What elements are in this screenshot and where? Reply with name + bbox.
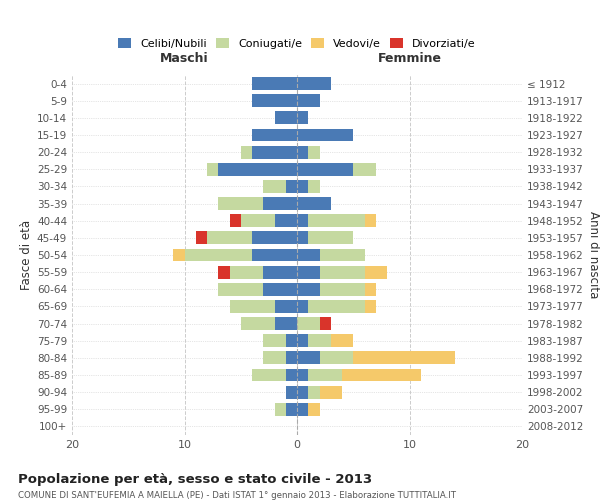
Bar — [320, 317, 331, 330]
Bar — [297, 112, 308, 124]
Bar — [263, 180, 286, 193]
Bar — [353, 352, 455, 364]
Bar — [263, 197, 297, 210]
Bar — [218, 163, 297, 175]
Bar — [320, 266, 365, 278]
Bar — [252, 94, 297, 107]
Bar — [365, 214, 376, 227]
Bar — [263, 352, 286, 364]
Bar — [308, 368, 342, 382]
Bar — [275, 317, 297, 330]
Bar — [286, 180, 297, 193]
Bar — [252, 77, 297, 90]
Bar — [286, 352, 297, 364]
Bar — [263, 283, 297, 296]
Bar — [286, 403, 297, 415]
Bar — [342, 368, 421, 382]
Bar — [297, 403, 308, 415]
Bar — [252, 248, 297, 262]
Bar — [286, 386, 297, 398]
Bar — [308, 180, 320, 193]
Bar — [320, 386, 342, 398]
Bar — [229, 214, 241, 227]
Bar — [308, 214, 365, 227]
Y-axis label: Anni di nascita: Anni di nascita — [587, 212, 600, 298]
Bar — [297, 180, 308, 193]
Legend: Celibi/Nubili, Coniugati/e, Vedovi/e, Divorziati/e: Celibi/Nubili, Coniugati/e, Vedovi/e, Di… — [114, 34, 480, 54]
Bar — [320, 352, 353, 364]
Bar — [275, 300, 297, 313]
Bar — [275, 403, 286, 415]
Y-axis label: Fasce di età: Fasce di età — [20, 220, 33, 290]
Bar — [297, 94, 320, 107]
Bar — [365, 283, 376, 296]
Bar — [297, 214, 308, 227]
Bar — [185, 248, 252, 262]
Bar — [275, 112, 297, 124]
Bar — [320, 248, 365, 262]
Bar — [365, 266, 387, 278]
Bar — [218, 266, 229, 278]
Bar — [297, 352, 320, 364]
Bar — [297, 232, 308, 244]
Bar — [241, 214, 275, 227]
Bar — [207, 163, 218, 175]
Bar — [308, 403, 320, 415]
Bar — [308, 146, 320, 158]
Bar — [353, 163, 376, 175]
Text: Femmine: Femmine — [377, 52, 442, 64]
Bar — [263, 266, 297, 278]
Bar — [241, 146, 252, 158]
Bar — [218, 197, 263, 210]
Bar — [297, 317, 320, 330]
Bar — [252, 146, 297, 158]
Bar — [252, 128, 297, 141]
Bar — [297, 163, 353, 175]
Bar — [365, 300, 376, 313]
Bar — [297, 386, 308, 398]
Bar — [297, 146, 308, 158]
Bar — [297, 248, 320, 262]
Bar — [297, 283, 320, 296]
Bar — [275, 214, 297, 227]
Bar — [218, 283, 263, 296]
Bar — [297, 368, 308, 382]
Bar — [297, 128, 353, 141]
Bar — [297, 197, 331, 210]
Bar — [229, 300, 275, 313]
Text: Popolazione per età, sesso e stato civile - 2013: Popolazione per età, sesso e stato civil… — [18, 472, 372, 486]
Text: COMUNE DI SANT'EUFEMIA A MAIELLA (PE) - Dati ISTAT 1° gennaio 2013 - Elaborazion: COMUNE DI SANT'EUFEMIA A MAIELLA (PE) - … — [18, 491, 456, 500]
Bar — [252, 368, 286, 382]
Bar — [297, 266, 320, 278]
Bar — [286, 334, 297, 347]
Bar — [263, 334, 286, 347]
Bar — [331, 334, 353, 347]
Bar — [252, 232, 297, 244]
Bar — [308, 300, 365, 313]
Bar — [173, 248, 185, 262]
Bar — [207, 232, 252, 244]
Text: Maschi: Maschi — [160, 52, 209, 64]
Bar — [297, 334, 308, 347]
Bar — [308, 386, 320, 398]
Bar — [241, 317, 275, 330]
Bar — [286, 368, 297, 382]
Bar — [308, 334, 331, 347]
Bar — [297, 300, 308, 313]
Bar — [308, 232, 353, 244]
Bar — [297, 77, 331, 90]
Bar — [320, 283, 365, 296]
Bar — [196, 232, 207, 244]
Bar — [229, 266, 263, 278]
